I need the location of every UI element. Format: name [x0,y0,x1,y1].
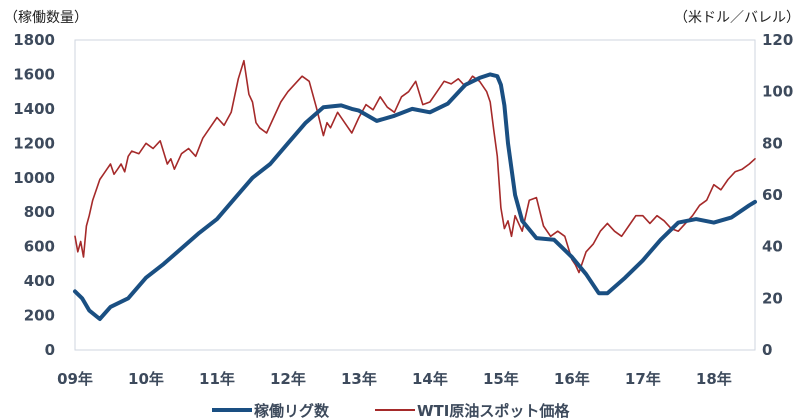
left-tick-label: 1200 [13,134,55,152]
right-axis-unit-label: （米ドル／バレル） [674,10,800,26]
series-line-rig-count [73,72,757,321]
right-tick-label: 100 [762,83,793,101]
x-tick-label: 14年 [412,370,448,388]
right-tick-label: 60 [762,186,783,204]
series-lines [73,59,757,321]
x-tick-label: 17年 [625,370,661,388]
right-tick-label: 120 [762,31,793,49]
x-tick-label: 18年 [696,370,732,388]
legend-label-rig-count: 稼働リグ数 [254,402,330,419]
left-tick-label: 1400 [13,100,55,118]
x-tick-label: 15年 [483,370,519,388]
x-tick-label: 09年 [57,370,93,388]
left-tick-label: 800 [24,203,55,221]
left-tick-label: 400 [24,272,55,290]
x-tick-label: 13年 [341,370,377,388]
plot-area [74,39,756,351]
x-tick-label: 10年 [128,370,164,388]
right-tick-label: 0 [762,341,772,359]
left-tick-label: 600 [24,238,55,256]
left-axis-ticks: 0 200 400 600 800 1000 1200 1400 1600 1800 [13,31,55,359]
left-tick-label: 1800 [13,31,55,49]
legend: 稼働リグ数 WTI原油スポット価格 [212,402,570,419]
x-axis-ticks: 09年 10年 11年 12年 13年 14年 15年 16年 17年 18年 [57,370,732,388]
left-tick-label: 0 [45,341,55,359]
left-tick-label: 1600 [13,65,55,83]
right-tick-label: 40 [762,238,783,256]
x-tick-label: 12年 [270,370,306,388]
x-tick-label: 11年 [199,370,235,388]
left-tick-label: 1000 [13,169,55,187]
left-axis-unit-label: （稼働数量） [4,10,88,26]
left-tick-label: 200 [24,307,55,325]
legend-label-wti-price: WTI原油スポット価格 [417,402,570,419]
right-tick-label: 80 [762,134,783,152]
x-tick-label: 16年 [554,370,590,388]
right-tick-label: 20 [762,289,783,307]
right-axis-ticks: 0 20 40 60 80 100 120 [762,31,793,359]
series-line-wti-price [74,59,756,274]
